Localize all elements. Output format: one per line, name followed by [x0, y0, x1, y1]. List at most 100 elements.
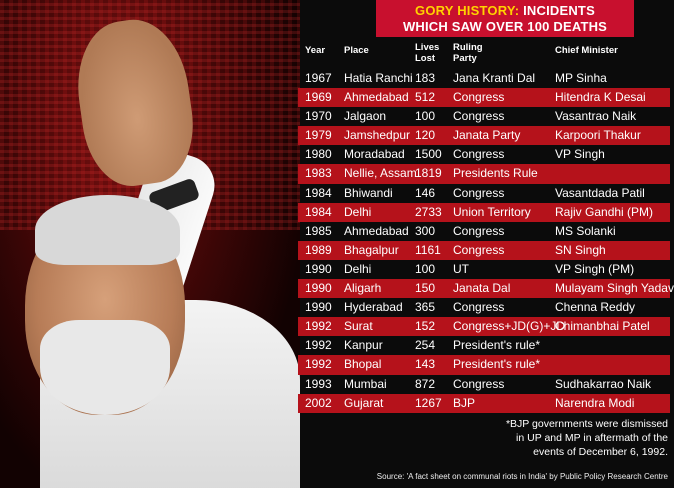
headline-rest: INCIDENTS: [519, 3, 595, 18]
footnote-line-1: *BJP governments were dismissed: [505, 418, 668, 430]
cell-year: 1980: [305, 147, 332, 162]
cell-lives: 100: [415, 261, 436, 276]
cell-year: 1992: [305, 357, 332, 372]
cell-lives: 150: [415, 281, 436, 296]
cell-party: Jana Kranti Dal: [453, 71, 536, 85]
cell-place: Bhagalpur: [344, 242, 399, 257]
table-row: 2002 Gujarat 1267 BJP Narendra Modi: [298, 393, 670, 413]
table-row: 1969 Ahmedabad 512 Congress Hitendra K Desai: [298, 88, 670, 108]
col-head-lives-line1: Lives: [415, 42, 440, 53]
footnote: *BJP governments were dismissed in UP an…: [468, 417, 668, 459]
cell-lives: 1161: [415, 242, 441, 257]
footnote-line-2: in UP and MP in aftermath of the: [516, 432, 668, 444]
leader-photo: [0, 0, 300, 488]
headline-banner: GORY HISTORY: INCIDENTS WHICH SAW OVER 1…: [376, 0, 634, 37]
table-row: 1979 Jamshedpur 120 Janata Party Karpoori Th…: [298, 126, 670, 146]
cell-lives: 512: [415, 90, 436, 105]
cell-place: Hyderabad: [344, 300, 403, 315]
cell-lives: 100: [415, 109, 436, 124]
table-row: 1980 Moradabad 1500 Congress VP Singh: [298, 145, 670, 164]
photo-beard: [40, 320, 170, 415]
cell-year: 1979: [305, 128, 332, 143]
cell-cm: Hitendra K Desai: [555, 90, 646, 105]
cell-cm: Rajiv Gandhi (PM): [555, 204, 654, 219]
cell-place: Delhi: [344, 261, 372, 276]
cell-lives: 152: [415, 319, 436, 334]
cell-place: Kanpur: [344, 338, 383, 353]
table-header: Year Place Lives Lost Ruling Party Chief M…: [300, 42, 674, 68]
headline-line-2: WHICH SAW OVER 100 DEATHS: [402, 19, 608, 34]
table-row: 1984 Bhiwandi 146 Congress Vasantdada Patil: [298, 184, 670, 203]
table-row: 1983 Nellie, Assam 1819 Presidents Rule: [298, 164, 670, 184]
cell-party: Congress: [453, 376, 505, 391]
cell-cm: Chimanbhai Patel: [555, 319, 650, 334]
cell-lives: 1819: [415, 166, 442, 181]
cell-party: Union Territory: [453, 204, 531, 219]
cell-year: 1985: [305, 223, 332, 238]
cell-place: Hatia Ranchi: [344, 71, 413, 85]
cell-year: 1992: [305, 338, 332, 353]
cell-party: Congress: [453, 185, 505, 200]
cell-cm: VP Singh: [555, 147, 605, 162]
cell-place: Mumbai: [344, 376, 387, 391]
cell-year: 1970: [305, 109, 332, 124]
table-row: 1992 Kanpur 254 President's rule*: [298, 336, 670, 355]
cell-lives: 143: [415, 357, 436, 372]
cell-cm: Sudhakarrao Naik: [555, 376, 652, 391]
cell-party: Janata Party: [453, 128, 521, 143]
cell-place: Bhopal: [344, 357, 382, 372]
cell-year: 1990: [305, 261, 332, 276]
cell-party: Janata Dal: [453, 281, 511, 296]
cell-party: Congress+JD(G)+JD: [453, 319, 566, 334]
col-head-lives-line2: Lost: [415, 53, 436, 64]
cell-year: 1984: [305, 204, 332, 219]
cell-cm: VP Singh (PM): [555, 261, 635, 276]
col-head-party-line2: Party: [453, 53, 477, 64]
table-row: 1992 Surat 152 Congress+JD(G)+JD Chimanbhai …: [298, 317, 670, 337]
incidents-table: 1967 Hatia Ranchi 183 Jana Kranti Dal MP Sin…: [298, 69, 674, 413]
table-row: 1989 Bhagalpur 1161 Congress SN Singh: [298, 240, 670, 260]
cell-place: Jamshedpur: [344, 128, 411, 143]
cell-party: Congress: [453, 90, 505, 105]
col-head-place: Place: [344, 45, 369, 56]
col-head-ruling-party: Ruling Party: [453, 42, 483, 64]
source-credit: Source: 'A fact sheet on communal riots …: [376, 472, 668, 481]
cell-place: Surat: [344, 319, 373, 334]
cell-cm: Vasantdada Patil: [555, 185, 645, 200]
col-head-year: Year: [305, 45, 326, 56]
cell-year: 1967: [305, 71, 332, 85]
cell-lives: 183: [415, 71, 436, 85]
cell-place: Delhi: [344, 204, 372, 219]
cell-year: 1993: [305, 376, 332, 391]
cell-place: Jalgaon: [344, 109, 387, 124]
cell-party: President's rule*: [453, 338, 540, 353]
cell-place: Bhiwandi: [344, 185, 393, 200]
cell-cm: SN Singh: [555, 242, 606, 257]
cell-cm: Mulayam Singh Yadav: [555, 281, 674, 296]
cell-year: 2002: [305, 395, 332, 410]
table-row: 1990 Hyderabad 365 Congress Chenna Reddy: [298, 298, 670, 317]
cell-year: 1983: [305, 166, 332, 181]
cell-year: 1984: [305, 185, 332, 200]
footnote-line-3: events of December 6, 1992.: [533, 446, 668, 458]
cell-cm: Narendra Modi: [555, 395, 635, 410]
photo-hair: [35, 195, 180, 265]
cell-lives: 1267: [415, 395, 442, 410]
cell-party: Congress: [453, 242, 505, 257]
cell-party: Congress: [453, 109, 505, 124]
cell-lives: 2733: [415, 204, 442, 219]
cell-place: Aligarh: [344, 281, 382, 296]
col-head-party-line1: Ruling: [453, 42, 483, 53]
cell-place: Ahmedabad: [344, 90, 409, 105]
cell-party: BJP: [453, 395, 476, 410]
table-row: 1993 Mumbai 872 Congress Sudhakarrao Naik: [298, 375, 670, 394]
table-row: 1990 Delhi 100 UT VP Singh (PM): [298, 260, 670, 279]
cell-party: Congress: [453, 300, 505, 315]
cell-party: Presidents Rule: [453, 166, 538, 181]
cell-lives: 1500: [415, 147, 442, 162]
cell-party: President's rule*: [453, 357, 540, 372]
cell-cm: Chenna Reddy: [555, 300, 636, 315]
cell-cm: MP Sinha: [555, 71, 607, 85]
cell-place: Moradabad: [344, 147, 405, 162]
cell-place: Nellie, Assam: [344, 166, 417, 181]
